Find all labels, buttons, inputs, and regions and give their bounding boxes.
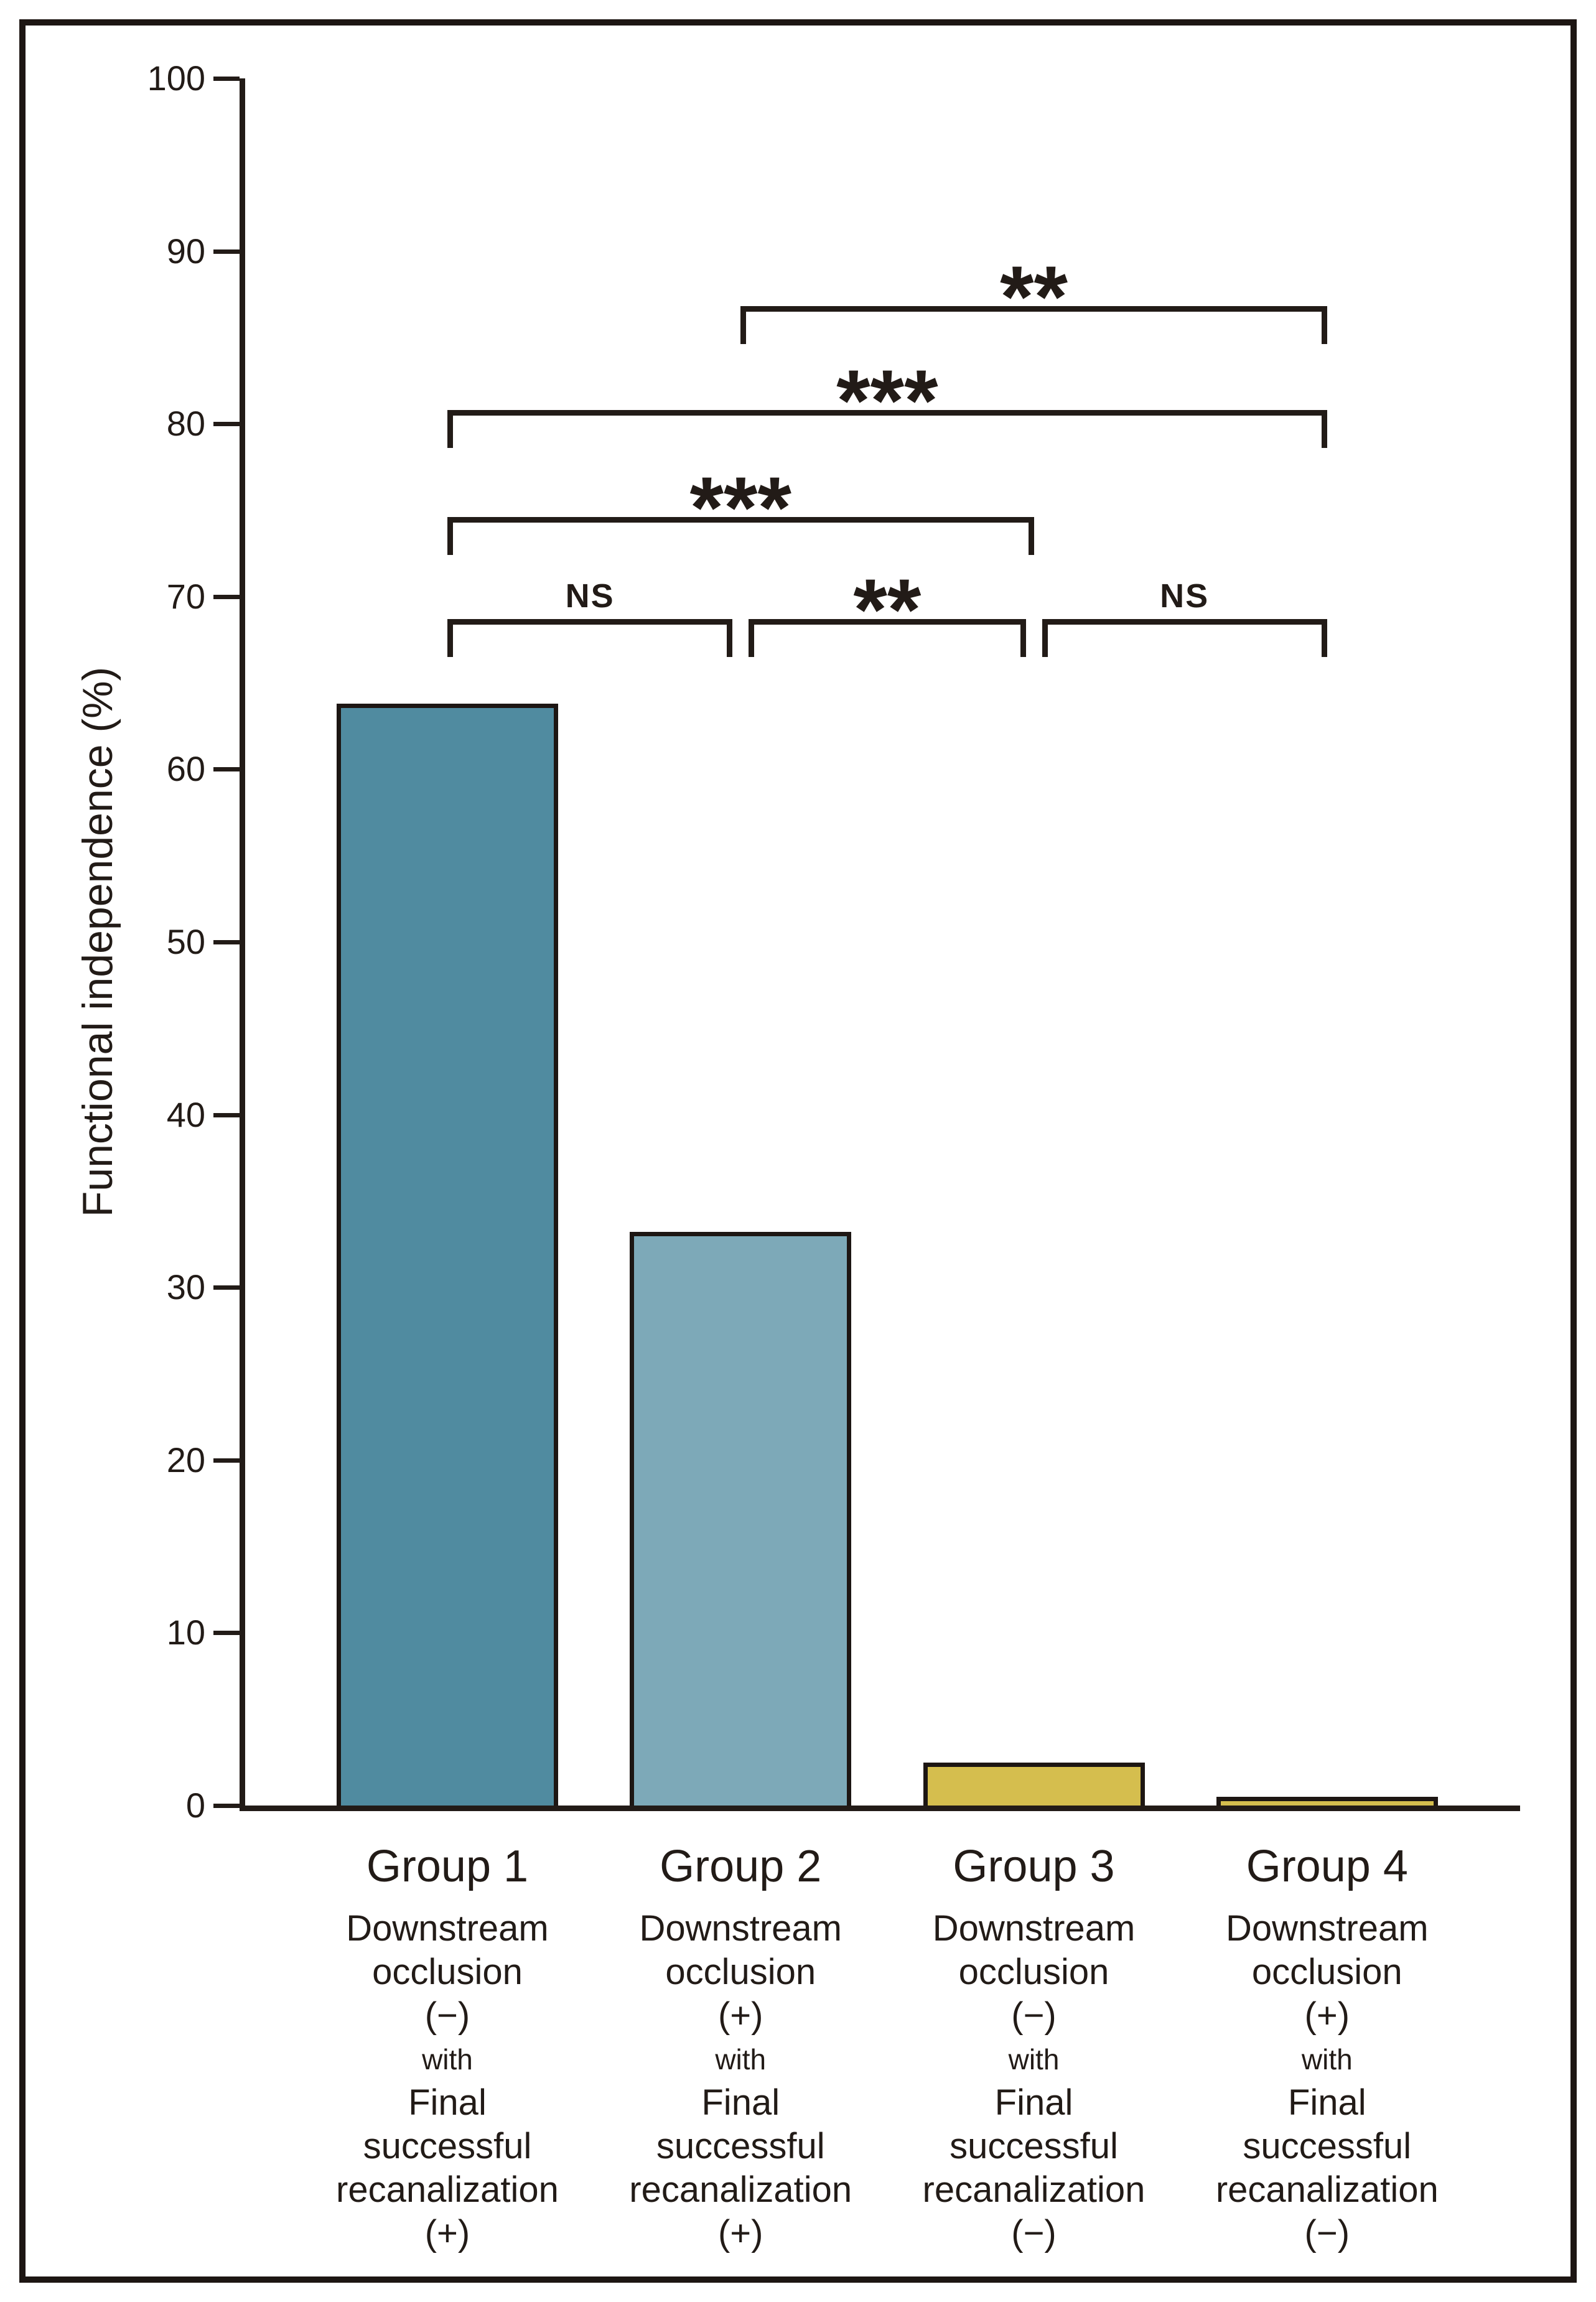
significance-bracket-tick <box>1321 306 1327 345</box>
y-axis-line <box>240 78 245 1811</box>
x-sublabel-line: occlusion <box>1251 1952 1402 1992</box>
x-sublabel-line: Final <box>994 2082 1073 2123</box>
x-sublabel-line: recanalization <box>336 2169 559 2210</box>
x-sublabel-block: Downstream occlusion (−) with Final successfu… <box>301 1907 594 2255</box>
x-sublabel-connector: with <box>422 2043 473 2076</box>
significance-bracket-label: ** <box>853 560 922 658</box>
significance-bracket-tick <box>1020 618 1026 657</box>
bar-group-1 <box>336 703 558 1806</box>
x-sublabel-line: Downstream <box>346 1908 549 1949</box>
x-sublabel-line: successful <box>1243 2126 1412 2166</box>
significance-bracket-line <box>740 306 1327 312</box>
significance-bracket-tick <box>1028 517 1034 556</box>
significance-bracket-line <box>749 618 1026 625</box>
x-sublabel-line: Downstream <box>932 1908 1136 1949</box>
y-axis-tick-label: 90 <box>166 231 205 271</box>
x-sublabel-line: Downstream <box>1226 1908 1429 1949</box>
x-axis-line <box>240 1806 1520 1811</box>
significance-bracket-label: ** <box>1000 248 1068 346</box>
y-axis-tick <box>213 1631 240 1636</box>
significance-bracket-line <box>447 409 1327 416</box>
x-sublabel-line: successful <box>656 2126 825 2166</box>
y-axis-tick <box>213 1458 240 1463</box>
x-sublabel-line: Final <box>408 2082 487 2123</box>
plot-area: 0 10 20 30 40 50 60 70 80 90 100 ** *** *** NS ** NS <box>147 60 1520 1824</box>
significance-bracket-tick <box>740 306 747 345</box>
y-axis-tick-label: 30 <box>166 1267 205 1307</box>
significance-bracket-tick <box>447 409 453 448</box>
significance-bracket-line <box>1042 618 1327 625</box>
bar-group-3 <box>923 1762 1145 1806</box>
y-axis-tick-label: 50 <box>166 922 205 961</box>
y-axis-tick <box>213 767 240 772</box>
x-sublabel-line: occlusion <box>958 1952 1109 1992</box>
x-sublabel-connector: with <box>1301 2043 1353 2076</box>
y-axis-tick <box>213 77 240 81</box>
y-axis-tick-label: 0 <box>185 1786 205 1825</box>
y-axis-tick-label: 80 <box>166 404 205 444</box>
x-sublabel-line: (−) <box>1304 2213 1350 2253</box>
x-tick-label-group-1: Group 1 <box>366 1842 529 1891</box>
significance-bracket-tick <box>447 618 453 657</box>
x-sublabel-connector: with <box>1008 2043 1060 2076</box>
y-axis-tick-label: 100 <box>147 58 205 98</box>
significance-bracket-line <box>447 618 733 625</box>
significance-bracket-line <box>447 517 1034 523</box>
y-axis-tick-label: 20 <box>166 1440 205 1480</box>
significance-bracket-label: *** <box>689 459 791 557</box>
y-axis-tick-label: 40 <box>166 1094 205 1134</box>
y-axis-tick <box>213 594 240 599</box>
x-sublabel-line: occlusion <box>665 1952 816 1992</box>
bar-group-4 <box>1216 1797 1438 1806</box>
x-tick-label-group-3: Group 3 <box>953 1842 1115 1891</box>
y-axis-tick <box>213 1804 240 1808</box>
significance-bracket-tick <box>1321 618 1327 657</box>
x-sublabel-line: recanalization <box>1215 2169 1439 2210</box>
x-tick-label-group-4: Group 4 <box>1246 1842 1408 1891</box>
y-axis-tick <box>213 1285 240 1290</box>
x-sublabel-block: Downstream occlusion (+) with Final successfu… <box>1181 1907 1473 2255</box>
y-axis-tick-label: 70 <box>166 576 205 616</box>
x-sublabel-line: recanalization <box>629 2169 852 2210</box>
x-sublabel-line: Downstream <box>639 1908 842 1949</box>
x-sublabel-line: successful <box>363 2126 532 2166</box>
x-sublabel-line: (−) <box>424 1995 470 2036</box>
x-sublabel-block: Downstream occlusion (−) with Final successfu… <box>888 1907 1180 2255</box>
y-axis-tick <box>213 1112 240 1117</box>
x-sublabel-line: recanalization <box>922 2169 1146 2210</box>
y-axis-tick-label: 10 <box>166 1613 205 1652</box>
x-axis-labels: Group 1 Downstream occlusion (−) with Final su… <box>245 1806 1520 2297</box>
x-sublabel-line: Final <box>701 2082 780 2123</box>
x-sublabel-line: (+) <box>1304 1995 1350 2036</box>
y-axis-tick <box>213 422 240 427</box>
x-tick-label-group-2: Group 2 <box>660 1842 822 1891</box>
significance-bracket-tick <box>749 618 755 657</box>
significance-bracket-label: NS <box>565 577 615 615</box>
x-sublabel-line: successful <box>950 2126 1118 2166</box>
x-sublabel-line: (−) <box>1011 1995 1057 2036</box>
y-axis-tick <box>213 940 240 944</box>
x-sublabel-line: occlusion <box>372 1952 523 1992</box>
bar-group-2 <box>630 1232 852 1806</box>
x-sublabel-connector: with <box>715 2043 767 2076</box>
significance-bracket-label: NS <box>1160 577 1210 615</box>
significance-bracket-tick <box>727 618 733 657</box>
x-sublabel-line: Final <box>1287 2082 1366 2123</box>
x-sublabel-line: (+) <box>717 2213 763 2253</box>
x-sublabel-block: Downstream occlusion (+) with Final successfu… <box>594 1907 887 2255</box>
x-sublabel-line: (−) <box>1011 2213 1057 2253</box>
significance-bracket-label: *** <box>836 351 938 449</box>
significance-bracket-tick <box>447 517 453 556</box>
y-axis-tick <box>213 249 240 254</box>
y-axis-tick-label: 60 <box>166 749 205 789</box>
x-sublabel-line: (+) <box>424 2213 470 2253</box>
significance-bracket-tick <box>1042 618 1048 657</box>
significance-bracket-tick <box>1321 409 1327 448</box>
x-sublabel-line: (+) <box>717 1995 763 2036</box>
